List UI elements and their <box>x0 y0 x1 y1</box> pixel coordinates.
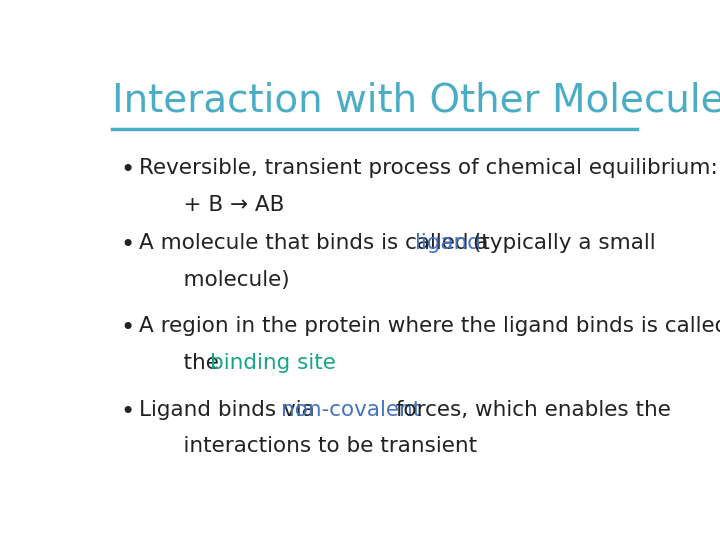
Text: Reversible, transient process of chemical equilibrium: A: Reversible, transient process of chemica… <box>139 158 720 178</box>
Text: A molecule that binds is called a: A molecule that binds is called a <box>139 233 495 253</box>
Text: molecule): molecule) <box>156 270 289 290</box>
Text: •: • <box>121 158 135 183</box>
Text: the: the <box>156 353 225 373</box>
Text: Interaction with Other Molecules: Interaction with Other Molecules <box>112 82 720 119</box>
Text: forces, which enables the: forces, which enables the <box>390 400 671 420</box>
Text: non-covalent: non-covalent <box>281 400 421 420</box>
Text: A region in the protein where the ligand binds is called: A region in the protein where the ligand… <box>139 316 720 336</box>
Text: (typically a small: (typically a small <box>467 233 656 253</box>
Text: + B → AB: + B → AB <box>156 195 284 215</box>
Text: Ligand binds via: Ligand binds via <box>139 400 322 420</box>
Text: •: • <box>121 400 135 423</box>
Text: •: • <box>121 316 135 340</box>
Text: ligand: ligand <box>415 233 481 253</box>
Text: interactions to be transient: interactions to be transient <box>156 436 477 456</box>
Text: binding site: binding site <box>210 353 336 373</box>
Text: •: • <box>121 233 135 257</box>
